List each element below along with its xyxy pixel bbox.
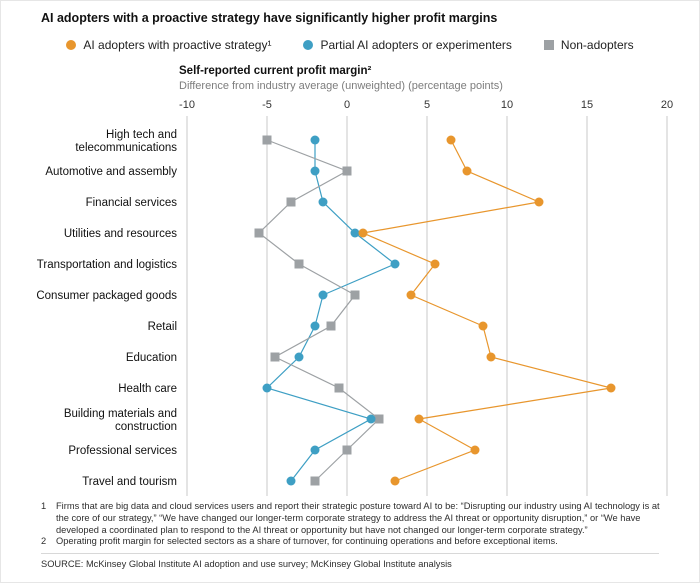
- footnote-text: Firms that are big data and cloud servic…: [56, 501, 660, 535]
- data-point-circle: [310, 166, 320, 176]
- legend-item: Partial AI adopters or experimenters: [303, 38, 512, 52]
- data-point-square: [270, 352, 280, 362]
- data-point-circle: [366, 414, 376, 424]
- footnote-number: 1: [41, 501, 47, 511]
- x-tick-label: 0: [344, 99, 350, 111]
- data-point-circle: [318, 290, 328, 300]
- exhibit-title: AI adopters with a proactive strategy ha…: [41, 11, 498, 25]
- category-label: Travel and tourism: [82, 476, 177, 488]
- chart-header: Self-reported current profit margin² Dif…: [179, 65, 699, 92]
- data-point-circle: [286, 476, 296, 486]
- category-label: Retail: [148, 321, 177, 333]
- data-point-circle: [478, 321, 488, 331]
- data-point-square: [310, 476, 320, 486]
- exhibit: AI adopters with a proactive strategy ha…: [1, 11, 699, 569]
- axis-subtitle: Difference from industry average (unweig…: [179, 80, 503, 92]
- data-point-circle: [262, 383, 272, 393]
- series-line: [258, 139, 380, 482]
- data-point-circle: [318, 197, 328, 207]
- data-point-square: [262, 135, 272, 145]
- data-point-circle: [350, 228, 360, 238]
- legend: AI adopters with proactive strategy¹ Part…: [1, 38, 699, 52]
- circle-marker-icon: [303, 40, 314, 50]
- data-point-circle: [462, 166, 472, 176]
- x-tick-label: -10: [179, 99, 195, 111]
- data-point-circle: [406, 290, 416, 300]
- footnote: 2 Operating profit margin for selected se…: [41, 536, 661, 548]
- category-label: Education: [126, 352, 177, 364]
- category-label: High tech and telecommunications: [75, 129, 177, 154]
- data-point-circle: [470, 445, 480, 455]
- source-line: SOURCE: McKinsey Global Institute AI ado…: [41, 553, 659, 569]
- legend-label: Partial AI adopters or experimenters: [320, 38, 512, 52]
- data-point-square: [342, 166, 352, 176]
- legend-label: Non-adopters: [560, 38, 634, 52]
- category-label: Transportation and logistics: [37, 259, 177, 271]
- data-point-circle: [358, 228, 368, 238]
- x-tick-label: 5: [424, 99, 430, 111]
- data-point-circle: [390, 476, 400, 486]
- profit-margin-dot-plot: -10 -5 0 5 10 15 20 High tech and telecommunicat…: [36, 99, 673, 496]
- data-point-square: [350, 290, 360, 300]
- footnotes: 1 Firms that are big data and cloud servi…: [41, 501, 661, 548]
- data-point-circle: [430, 259, 440, 269]
- data-point-circle: [486, 352, 496, 362]
- circle-marker-icon: [66, 40, 77, 50]
- legend-item: AI adopters with proactive strategy¹: [66, 38, 271, 52]
- series-line: [265, 140, 397, 482]
- data-point-circle: [310, 135, 320, 145]
- data-point-square: [334, 383, 344, 393]
- footnote-number: 2: [41, 536, 47, 547]
- legend-label: AI adopters with proactive strategy¹: [83, 38, 272, 52]
- x-tick-label: -5: [262, 99, 272, 111]
- data-point-circle: [534, 197, 544, 207]
- data-point-circle: [310, 445, 320, 455]
- category-label: Professional services: [68, 445, 177, 457]
- category-label: Automotive and assembly: [45, 166, 177, 178]
- data-point-circle: [606, 383, 616, 393]
- data-point-square: [326, 321, 336, 331]
- series-line: [360, 139, 612, 482]
- footnote-text: Operating profit margin for selected sec…: [56, 536, 558, 547]
- data-point-circle: [414, 414, 424, 424]
- data-point-square: [342, 445, 352, 455]
- footnote: 1 Firms that are big data and cloud servi…: [41, 501, 661, 536]
- data-point-square: [374, 414, 384, 424]
- legend-item: Non-adopters: [543, 38, 634, 52]
- data-point-square: [254, 228, 264, 238]
- data-point-circle: [310, 321, 320, 331]
- x-tick-label: 15: [581, 99, 593, 111]
- category-label: Health care: [118, 383, 177, 395]
- data-point-square: [294, 259, 304, 269]
- data-point-square: [286, 197, 296, 207]
- axis-title: Self-reported current profit margin²: [179, 65, 372, 77]
- data-point-circle: [390, 259, 400, 269]
- data-point-circle: [294, 352, 304, 362]
- x-tick-label: 10: [501, 99, 513, 111]
- category-label: Consumer packaged goods: [36, 290, 177, 302]
- x-tick-label: 20: [661, 99, 673, 111]
- category-label: Building materials and construction: [64, 408, 177, 433]
- square-marker-icon: [543, 40, 554, 50]
- data-point-circle: [446, 135, 456, 145]
- category-label: Financial services: [86, 197, 178, 209]
- category-label: Utilities and resources: [64, 228, 177, 240]
